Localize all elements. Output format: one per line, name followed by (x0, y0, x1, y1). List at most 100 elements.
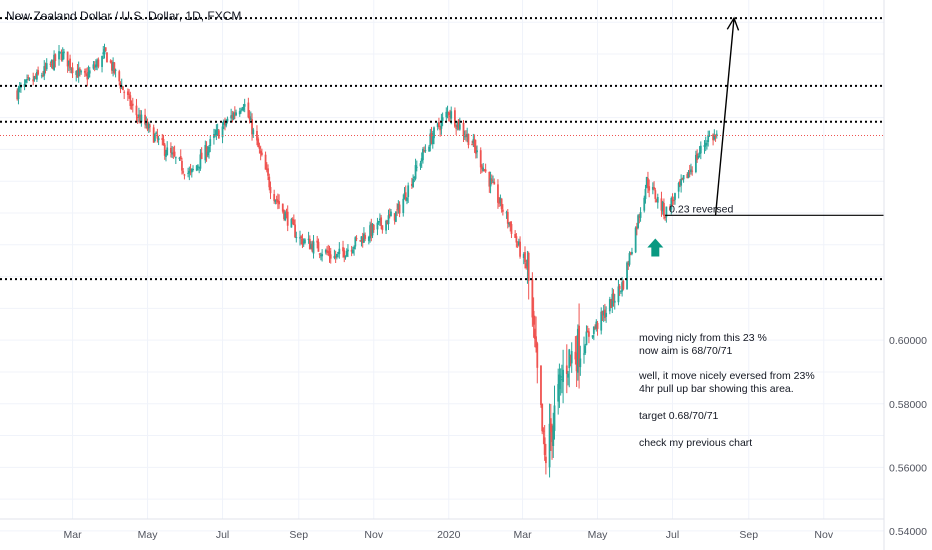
candle-body (713, 134, 716, 140)
candle-body (681, 178, 684, 180)
candle-body (96, 60, 99, 67)
candle-body (455, 127, 458, 129)
candle-body (37, 70, 40, 75)
candle-body (393, 213, 396, 221)
candle-body (192, 168, 194, 170)
note-line: 4hr pull up bar showing this area. (639, 383, 794, 395)
candle-body (199, 154, 202, 169)
candle-body (308, 238, 311, 250)
candle-body (579, 358, 582, 368)
candle-body (283, 210, 285, 220)
candle-body (621, 282, 624, 292)
candle-body (559, 376, 562, 378)
candle-body (200, 152, 203, 160)
candle-body (463, 136, 466, 138)
candle-body (665, 206, 668, 218)
y-tick-label: 0.56000 (889, 462, 927, 474)
candle-body (653, 187, 655, 190)
candle-body (656, 197, 659, 203)
candle-body (225, 122, 228, 126)
candle-body (415, 166, 418, 168)
candle-body (247, 102, 250, 118)
candle-body (472, 139, 475, 144)
candle-body (240, 110, 242, 112)
candle-body (476, 150, 478, 153)
candle-body (310, 244, 312, 249)
candle-body (130, 105, 133, 107)
projection-arrow-head (726, 16, 740, 31)
candle-body (618, 285, 621, 290)
candle-body (51, 60, 54, 69)
candle-body (248, 116, 251, 120)
candle-body (428, 146, 430, 152)
candle-body (592, 326, 595, 334)
candle-body (311, 243, 314, 252)
candle-body (290, 219, 293, 228)
candle-body (338, 248, 341, 255)
candle-body (608, 299, 611, 312)
candle-body (44, 66, 47, 69)
candle-body (691, 170, 694, 172)
candle-body (404, 192, 407, 200)
candle-body (224, 121, 226, 126)
candle-body (686, 174, 689, 179)
candle-body (574, 351, 577, 360)
candle-body (32, 79, 35, 82)
candle-body (664, 216, 667, 218)
candle-body (531, 279, 534, 318)
candle-body (273, 194, 276, 201)
candle-body (355, 238, 358, 240)
candle-body (536, 343, 539, 368)
candle-body (454, 110, 456, 127)
candle-body (553, 405, 556, 431)
candle-body (149, 125, 151, 127)
candle-body (484, 169, 487, 172)
note-line: well, it move nicely eversed from 23% (639, 370, 815, 382)
candle-body (110, 61, 113, 71)
candle-body (575, 353, 578, 372)
candle-body (59, 51, 62, 53)
candle-body (190, 168, 193, 173)
candle-body (436, 123, 439, 127)
candle-body (327, 250, 330, 253)
candle-body (489, 178, 492, 187)
candle-body (532, 310, 535, 325)
candle-body (114, 69, 117, 71)
candle-body (402, 198, 405, 214)
candle-body (433, 127, 435, 139)
candle-body (438, 122, 440, 127)
candle-body (682, 175, 685, 180)
candle-body (154, 134, 156, 141)
candle-body (474, 146, 477, 154)
candle-body (526, 259, 529, 267)
candle-body (661, 202, 664, 212)
candle-body (473, 139, 476, 148)
candle-body (33, 76, 36, 80)
candle-body (412, 178, 415, 188)
candle-body (87, 71, 90, 78)
candle-body (122, 86, 124, 91)
candle-body (456, 121, 459, 128)
candle-body (233, 112, 236, 115)
candle-body (333, 255, 336, 259)
candle-body (350, 249, 353, 252)
candle-body (670, 198, 673, 210)
chart-title: New Zealand Dollar / U.S. Dollar, 1D, FX… (6, 9, 242, 23)
candle-body (631, 251, 633, 255)
candle-body (50, 60, 53, 63)
candle-body (26, 79, 28, 81)
projection-arrow-line (714, 18, 735, 216)
candle-body (63, 51, 65, 54)
candle-body (517, 241, 520, 246)
candle-body (342, 247, 344, 252)
candle-body (181, 160, 183, 171)
candle-body (66, 51, 69, 67)
candle-body (77, 68, 80, 77)
candle-body (406, 197, 408, 202)
candle-body (634, 227, 637, 253)
y-tick-label: 0.54000 (889, 526, 927, 538)
candle-body (671, 199, 674, 202)
candle-body (295, 237, 298, 239)
